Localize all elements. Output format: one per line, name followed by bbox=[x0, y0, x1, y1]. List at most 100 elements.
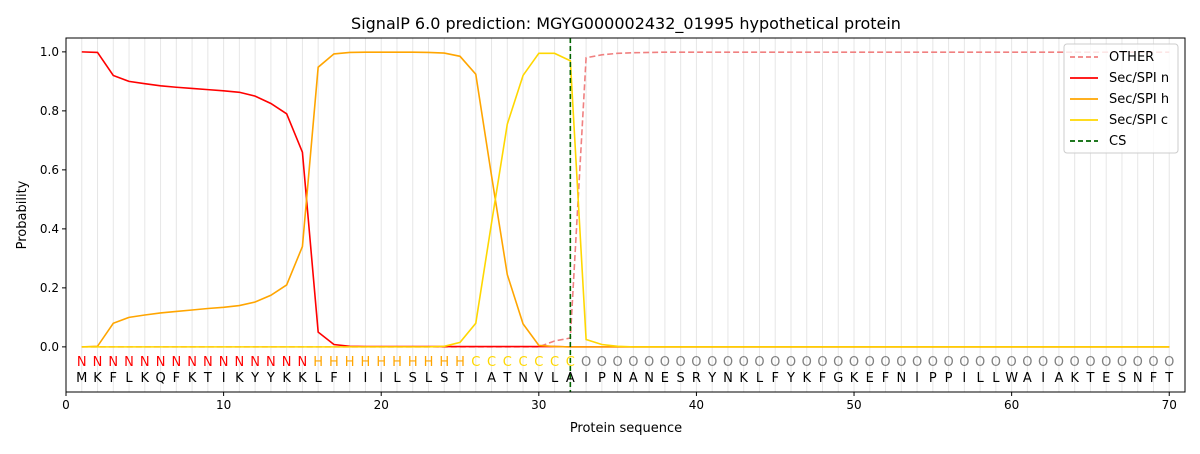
series-line-sec-spi-n bbox=[81, 51, 1170, 348]
x-tick-label: 50 bbox=[846, 398, 861, 412]
region-label: O bbox=[628, 355, 638, 370]
legend: OTHER Sec/SPI n Sec/SPI h Sec/SPI c CS bbox=[1063, 43, 1179, 154]
region-label: N bbox=[234, 355, 244, 370]
x-tick-label: 70 bbox=[1162, 398, 1177, 412]
region-label: N bbox=[187, 355, 197, 370]
region-label: O bbox=[959, 355, 969, 370]
region-label: O bbox=[1117, 355, 1127, 370]
region-label: H bbox=[361, 355, 371, 370]
region-label: N bbox=[250, 355, 260, 370]
region-label: H bbox=[392, 355, 402, 370]
region-label: H bbox=[408, 355, 418, 370]
region-label: O bbox=[1148, 355, 1158, 370]
region-label: O bbox=[1164, 355, 1174, 370]
legend-label: CS bbox=[1109, 134, 1126, 149]
region-label: N bbox=[124, 355, 134, 370]
region-label: O bbox=[912, 355, 922, 370]
region-label: O bbox=[613, 355, 623, 370]
region-label: N bbox=[171, 355, 181, 370]
x-tick-label: 40 bbox=[689, 398, 704, 412]
legend-label: Sec/SPI c bbox=[1109, 113, 1168, 128]
region-label: O bbox=[676, 355, 686, 370]
region-label: H bbox=[329, 355, 339, 370]
region-label: O bbox=[880, 355, 890, 370]
region-label: O bbox=[1133, 355, 1143, 370]
y-tick-label: 0.4 bbox=[40, 222, 59, 236]
x-tick-label: 20 bbox=[374, 398, 389, 412]
region-label: O bbox=[1085, 355, 1095, 370]
region-label: N bbox=[298, 355, 308, 370]
region-label: H bbox=[455, 355, 465, 370]
region-label: O bbox=[896, 355, 906, 370]
region-label: C bbox=[550, 355, 559, 370]
region-label: O bbox=[707, 355, 717, 370]
region-label: H bbox=[376, 355, 386, 370]
region-label: O bbox=[644, 355, 654, 370]
region-label: N bbox=[266, 355, 276, 370]
region-label: N bbox=[93, 355, 103, 370]
region-label: C bbox=[503, 355, 512, 370]
region-label: O bbox=[597, 355, 607, 370]
region-label: O bbox=[928, 355, 938, 370]
y-tick-label: 1.0 bbox=[40, 45, 59, 59]
region-label: O bbox=[770, 355, 780, 370]
legend-label: Sec/SPI n bbox=[1109, 71, 1169, 86]
region-label: O bbox=[975, 355, 985, 370]
region-label: O bbox=[991, 355, 1001, 370]
y-tick-label: 0.8 bbox=[40, 104, 59, 118]
region-label: O bbox=[1022, 355, 1032, 370]
series-line-sec-spi-h bbox=[81, 51, 1170, 348]
region-label: O bbox=[1054, 355, 1064, 370]
region-label: O bbox=[660, 355, 670, 370]
region-label: H bbox=[313, 355, 323, 370]
x-tick-label: 30 bbox=[531, 398, 546, 412]
x-tick-label: 0 bbox=[62, 398, 70, 412]
region-label: H bbox=[439, 355, 449, 370]
region-label: O bbox=[723, 355, 733, 370]
region-label: H bbox=[424, 355, 434, 370]
region-label: O bbox=[943, 355, 953, 370]
region-label: N bbox=[156, 355, 166, 370]
region-label: O bbox=[817, 355, 827, 370]
region-label: N bbox=[282, 355, 292, 370]
region-label: N bbox=[219, 355, 229, 370]
region-label: O bbox=[786, 355, 796, 370]
region-label: H bbox=[345, 355, 355, 370]
region-label: O bbox=[691, 355, 701, 370]
region-label: O bbox=[833, 355, 843, 370]
y-axis-label: Probability bbox=[15, 180, 30, 249]
region-label: O bbox=[1101, 355, 1111, 370]
x-tick-label: 60 bbox=[1004, 398, 1019, 412]
legend-label: Sec/SPI h bbox=[1109, 92, 1169, 107]
y-tick-label: 0.6 bbox=[40, 163, 59, 177]
region-label: O bbox=[739, 355, 749, 370]
chart-title: SignalP 6.0 prediction: MGYG000002432_01… bbox=[351, 14, 901, 34]
region-label: O bbox=[581, 355, 591, 370]
series-line-other bbox=[81, 51, 1170, 348]
x-tick-label: 10 bbox=[216, 398, 231, 412]
legend-box bbox=[1063, 43, 1179, 154]
region-label: N bbox=[108, 355, 118, 370]
region-label: O bbox=[865, 355, 875, 370]
region-label: C bbox=[534, 355, 543, 370]
x-axis-label: Protein sequence bbox=[570, 421, 682, 436]
series-line-sec-spi-c bbox=[81, 52, 1170, 348]
region-label: O bbox=[1070, 355, 1080, 370]
y-tick-label: 0.2 bbox=[40, 281, 59, 295]
region-label: C bbox=[471, 355, 480, 370]
region-label: C bbox=[519, 355, 528, 370]
y-tick-label: 0.0 bbox=[40, 340, 59, 354]
region-label: N bbox=[77, 355, 87, 370]
region-label: C bbox=[487, 355, 496, 370]
region-label: O bbox=[802, 355, 812, 370]
residue-sequence: MKFLKQFKTIKYYKKLFIIILSLSTIATNVLAIPNANESR… bbox=[76, 371, 1173, 386]
region-label: O bbox=[754, 355, 764, 370]
region-label: N bbox=[140, 355, 150, 370]
region-label: O bbox=[1007, 355, 1017, 370]
region-label: O bbox=[1038, 355, 1048, 370]
region-label: O bbox=[849, 355, 859, 370]
legend-label: OTHER bbox=[1109, 50, 1154, 65]
region-label: N bbox=[203, 355, 213, 370]
